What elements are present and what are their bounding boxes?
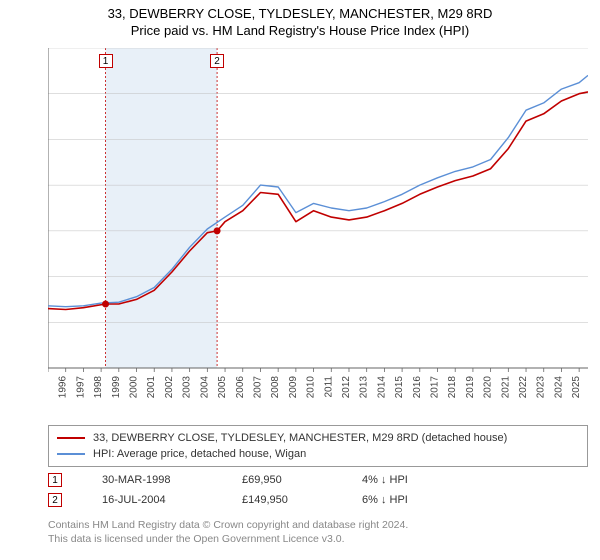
svg-text:2025: 2025: [571, 376, 582, 398]
svg-text:2016: 2016: [412, 376, 423, 398]
price-chart: £0£50K£100K£150K£200K£250K£300K£350K1995…: [48, 48, 588, 398]
svg-text:2018: 2018: [447, 376, 458, 398]
legend-item: 33, DEWBERRY CLOSE, TYLDESLEY, MANCHESTE…: [57, 430, 579, 446]
event-price: £69,950: [242, 474, 322, 486]
svg-text:2001: 2001: [146, 376, 157, 398]
svg-text:2008: 2008: [270, 376, 281, 398]
event-marker-icon: 2: [48, 493, 62, 507]
legend-label: 33, DEWBERRY CLOSE, TYLDESLEY, MANCHESTE…: [93, 432, 507, 444]
legend-swatch: [57, 437, 85, 439]
svg-text:2024: 2024: [553, 376, 564, 398]
event-list: 1 30-MAR-1998 £69,950 4% ↓ HPI 2 16-JUL-…: [48, 470, 588, 510]
svg-text:2021: 2021: [500, 376, 511, 398]
svg-text:2023: 2023: [536, 376, 547, 398]
page-title: 33, DEWBERRY CLOSE, TYLDESLEY, MANCHESTE…: [0, 6, 600, 21]
attribution-line: Contains HM Land Registry data © Crown c…: [48, 518, 588, 532]
svg-text:2014: 2014: [376, 376, 387, 398]
svg-text:1999: 1999: [111, 376, 122, 398]
svg-text:2022: 2022: [518, 376, 529, 398]
page-subtitle: Price paid vs. HM Land Registry's House …: [0, 23, 600, 38]
svg-text:1998: 1998: [93, 376, 104, 398]
svg-text:1997: 1997: [75, 376, 86, 398]
svg-text:2000: 2000: [129, 376, 140, 398]
attribution-text: Contains HM Land Registry data © Crown c…: [48, 518, 588, 546]
event-delta: 6% ↓ HPI: [362, 494, 442, 506]
svg-text:1996: 1996: [58, 376, 69, 398]
chart-event-marker: 1: [99, 54, 113, 68]
svg-text:2017: 2017: [430, 376, 441, 398]
attribution-line: This data is licensed under the Open Gov…: [48, 532, 588, 546]
event-row: 1 30-MAR-1998 £69,950 4% ↓ HPI: [48, 470, 588, 490]
svg-text:2009: 2009: [288, 376, 299, 398]
svg-text:2003: 2003: [182, 376, 193, 398]
svg-text:2006: 2006: [235, 376, 246, 398]
event-price: £149,950: [242, 494, 322, 506]
legend-swatch: [57, 453, 85, 455]
svg-text:2002: 2002: [164, 376, 175, 398]
svg-text:2015: 2015: [394, 376, 405, 398]
svg-text:1995: 1995: [48, 376, 51, 398]
event-date: 16-JUL-2004: [102, 494, 202, 506]
event-date: 30-MAR-1998: [102, 474, 202, 486]
chart-legend: 33, DEWBERRY CLOSE, TYLDESLEY, MANCHESTE…: [48, 425, 588, 467]
event-delta: 4% ↓ HPI: [362, 474, 442, 486]
svg-text:2004: 2004: [199, 376, 210, 398]
chart-event-marker: 2: [210, 54, 224, 68]
event-row: 2 16-JUL-2004 £149,950 6% ↓ HPI: [48, 490, 588, 510]
svg-text:2012: 2012: [341, 376, 352, 398]
svg-text:2020: 2020: [483, 376, 494, 398]
svg-text:2013: 2013: [359, 376, 370, 398]
svg-text:2011: 2011: [323, 376, 334, 398]
svg-text:2019: 2019: [465, 376, 476, 398]
legend-item: HPI: Average price, detached house, Wiga…: [57, 446, 579, 462]
legend-label: HPI: Average price, detached house, Wiga…: [93, 448, 306, 460]
svg-text:2007: 2007: [252, 376, 263, 398]
svg-text:2005: 2005: [217, 376, 228, 398]
svg-text:2010: 2010: [306, 376, 317, 398]
event-marker-icon: 1: [48, 473, 62, 487]
